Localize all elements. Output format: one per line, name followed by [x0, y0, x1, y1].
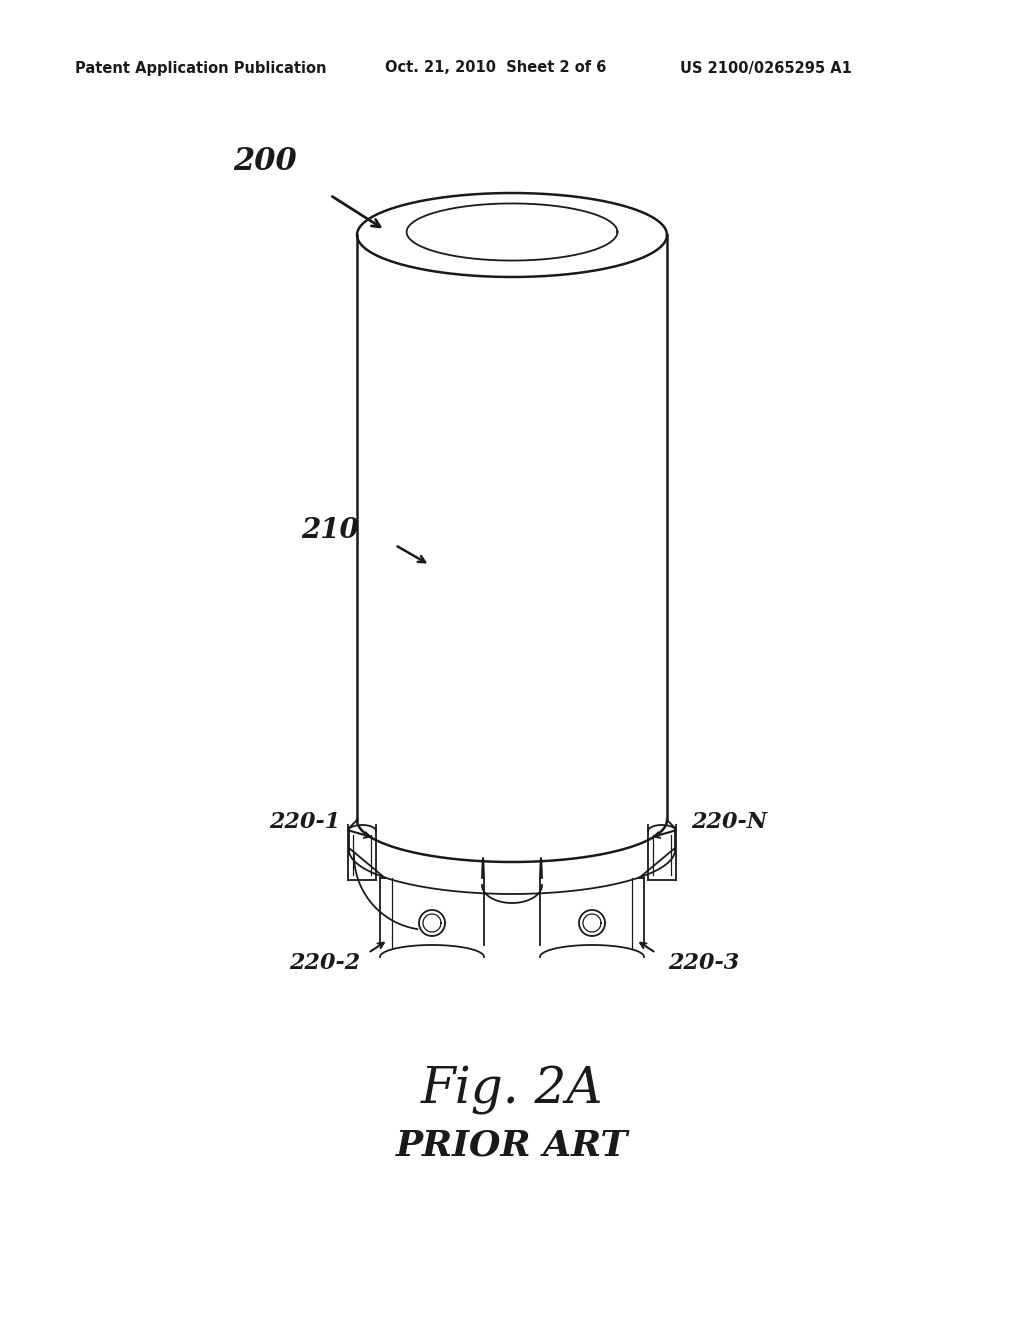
- Text: 220-N: 220-N: [691, 810, 767, 833]
- Text: Fig. 2A: Fig. 2A: [421, 1065, 603, 1114]
- Text: 220-1: 220-1: [269, 810, 341, 833]
- Text: 200: 200: [233, 147, 297, 177]
- Text: 220-2: 220-2: [290, 952, 360, 974]
- Text: 220-3: 220-3: [669, 952, 739, 974]
- Text: 210: 210: [301, 516, 358, 544]
- Text: Oct. 21, 2010  Sheet 2 of 6: Oct. 21, 2010 Sheet 2 of 6: [385, 61, 606, 75]
- Text: US 2100/0265295 A1: US 2100/0265295 A1: [680, 61, 852, 75]
- Text: PRIOR ART: PRIOR ART: [396, 1129, 628, 1162]
- Text: Patent Application Publication: Patent Application Publication: [75, 61, 327, 75]
